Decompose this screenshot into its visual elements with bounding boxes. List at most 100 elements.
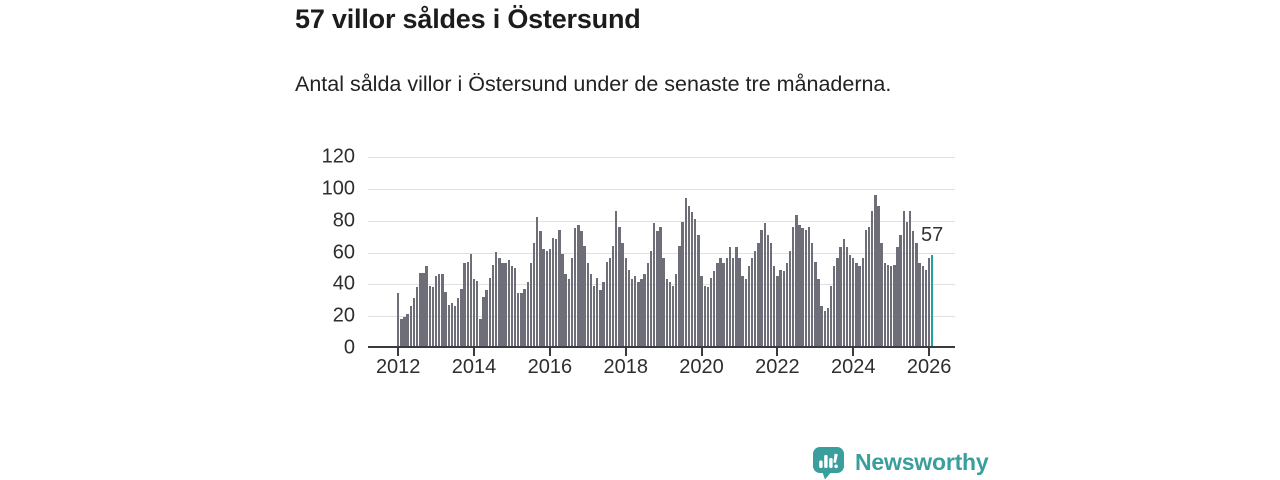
bar-chart-plot-area: 0 20 40 60 80 100 120 2012 2014 2016 2018 2020 2022 2… xyxy=(322,146,955,378)
bar xyxy=(814,261,817,346)
bar xyxy=(646,263,650,346)
bar xyxy=(915,242,918,346)
y-axis-tick-label: 0 xyxy=(343,336,355,359)
bar xyxy=(573,228,577,346)
x-axis-tick xyxy=(548,348,551,356)
bar xyxy=(507,260,510,346)
bar xyxy=(908,210,912,346)
bar xyxy=(829,285,833,346)
bar xyxy=(621,242,624,346)
bar xyxy=(444,291,447,346)
bar xyxy=(488,277,492,346)
bar xyxy=(476,280,479,346)
bar xyxy=(564,274,567,346)
bar xyxy=(801,228,804,346)
y-axis-tick-label: 100 xyxy=(321,177,355,200)
bar xyxy=(501,263,504,346)
bar xyxy=(795,215,798,346)
bar xyxy=(599,290,602,346)
bar xyxy=(728,247,732,346)
bar xyxy=(542,248,545,346)
bar xyxy=(532,242,536,346)
bar xyxy=(703,285,706,346)
bar xyxy=(608,258,612,346)
bar xyxy=(738,258,741,346)
bar xyxy=(491,264,495,346)
bar xyxy=(810,242,814,346)
bar xyxy=(741,275,744,346)
bar xyxy=(807,226,811,346)
bar xyxy=(804,229,808,346)
x-axis-tick-label: 2026 xyxy=(906,356,952,378)
bar xyxy=(823,310,826,346)
bar xyxy=(918,263,921,346)
bar xyxy=(769,242,773,346)
x-axis-tick xyxy=(700,348,703,356)
bar xyxy=(586,263,589,346)
x-axis-tick xyxy=(776,348,779,356)
bar xyxy=(662,258,665,346)
x-axis-tick-label: 2012 xyxy=(375,356,421,378)
bar xyxy=(400,318,403,346)
bar xyxy=(684,197,687,346)
bar xyxy=(877,205,880,346)
bar xyxy=(861,258,864,346)
bar xyxy=(927,258,931,346)
bar xyxy=(883,263,887,346)
last-value-label: 57 xyxy=(921,224,944,247)
x-axis-tick-label: 2020 xyxy=(679,356,724,378)
gridline-y-120 xyxy=(368,157,955,158)
bar xyxy=(817,279,820,346)
x-axis-tick-label: 2024 xyxy=(830,356,876,378)
bar xyxy=(412,298,416,346)
bar xyxy=(624,258,627,346)
bar xyxy=(466,261,469,346)
bar xyxy=(706,287,710,346)
bar xyxy=(479,318,482,346)
bar xyxy=(450,303,454,346)
bar xyxy=(924,269,928,346)
bar xyxy=(425,266,428,346)
bar xyxy=(510,266,514,346)
bar xyxy=(577,225,580,346)
bar xyxy=(415,287,419,346)
y-axis-tick-label: 60 xyxy=(332,241,355,263)
bar xyxy=(397,293,400,346)
x-axis-tick-label: 2016 xyxy=(527,356,573,378)
bar xyxy=(757,242,760,346)
bar xyxy=(611,245,615,346)
bar xyxy=(912,231,915,346)
bar xyxy=(788,250,792,346)
bar xyxy=(722,263,725,346)
bar xyxy=(567,279,571,346)
bar xyxy=(889,266,893,346)
bar xyxy=(725,258,729,346)
bar xyxy=(779,269,782,346)
bar xyxy=(798,225,801,346)
bar xyxy=(453,306,457,346)
bar xyxy=(431,287,435,346)
bar xyxy=(545,250,548,346)
bar xyxy=(719,258,722,346)
bar xyxy=(498,258,501,346)
bar xyxy=(874,194,877,346)
bar xyxy=(864,229,868,346)
bar xyxy=(602,282,605,346)
bar xyxy=(845,247,849,346)
bar xyxy=(434,275,438,346)
bar xyxy=(675,274,678,346)
bar xyxy=(627,269,631,346)
y-axis-tick-label: 40 xyxy=(332,272,355,295)
bar xyxy=(441,274,444,346)
bar xyxy=(713,271,716,346)
bar xyxy=(447,304,450,346)
bar xyxy=(842,239,845,346)
bar xyxy=(852,258,855,346)
x-axis-tick-label: 2022 xyxy=(755,356,800,378)
bar xyxy=(589,274,593,346)
bar xyxy=(580,231,583,346)
bar xyxy=(694,218,697,346)
bar xyxy=(422,272,425,346)
bar xyxy=(833,266,836,346)
x-axis-tick-label: 2018 xyxy=(603,356,648,378)
